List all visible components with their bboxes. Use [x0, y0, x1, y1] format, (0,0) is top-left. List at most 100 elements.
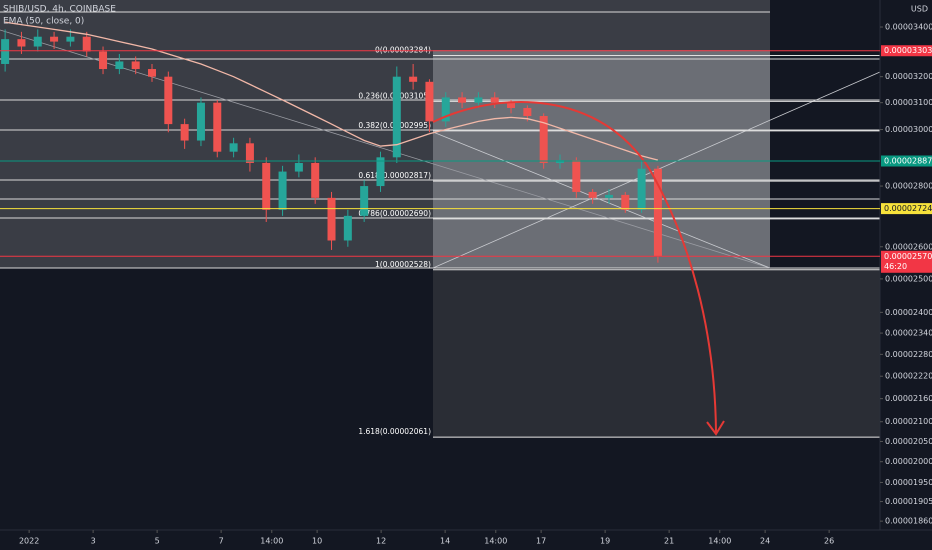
- candle-body: [392, 76, 401, 158]
- price-tag-label: 0.00003303: [884, 46, 932, 55]
- candle-body: [213, 102, 222, 152]
- price-tag: [881, 203, 932, 215]
- ema-line: [5, 21, 659, 161]
- y-tick-label: 0.00002340: [885, 329, 932, 338]
- candle-body: [490, 97, 499, 103]
- candle-body: [556, 160, 564, 163]
- candle-body: [17, 39, 26, 47]
- chart-title: SHIB/USD, 4h, COINBASE: [3, 5, 116, 15]
- candle-body: [572, 160, 581, 192]
- x-tick-label: 17: [536, 537, 546, 546]
- x-tick-label: 14:00: [708, 537, 731, 546]
- y-tick-label: 0.00003000: [885, 125, 932, 134]
- candle-body: [507, 102, 516, 108]
- price-tag-label: 0.00002724: [884, 204, 932, 213]
- price-tag: [881, 155, 932, 167]
- y-tick-label: 0.00003200: [885, 72, 932, 81]
- candle-body: [523, 107, 532, 117]
- trend-line: [432, 131, 771, 269]
- candle-body: [539, 116, 548, 163]
- y-tick-label: 0.00002100: [885, 417, 932, 426]
- candle-body: [82, 36, 91, 52]
- candle-body: [409, 76, 418, 82]
- forecast-arrow: [432, 101, 717, 433]
- candle-body: [131, 61, 140, 70]
- candle-body: [425, 81, 434, 122]
- x-tick-label: 21: [664, 537, 674, 546]
- price-axis: [880, 0, 932, 550]
- candle-body: [474, 97, 483, 103]
- x-tick-label: 2022: [19, 537, 39, 546]
- fib-label: 0.618(0.00002817): [358, 171, 431, 180]
- candle-body: [327, 197, 336, 241]
- candle-body: [196, 102, 205, 141]
- arrow-head: [706, 420, 725, 436]
- y-tick-label: 0.00001860: [885, 517, 932, 526]
- plot: 0(0.00003284)0.236(0.00003105)0.382(0.00…: [1, 21, 880, 438]
- candle-body: [1, 39, 10, 64]
- price-tag: [881, 45, 932, 57]
- x-tick-label: 14:00: [484, 537, 507, 546]
- y-tick-label: 0.00002220: [885, 372, 932, 381]
- indicator-label: EMA (50, close, 0): [3, 17, 84, 27]
- y-tick-label: 0.00002400: [885, 308, 932, 317]
- y-tick-label: 0.00002800: [885, 182, 932, 191]
- candle-body: [294, 162, 303, 172]
- candle-body: [604, 194, 613, 198]
- x-tick-label: 5: [155, 537, 160, 546]
- y-tick-label: 0.00003400: [885, 23, 932, 32]
- y-tick-label: 0.00001905: [885, 497, 932, 506]
- candle-body: [99, 51, 108, 70]
- candle-body: [229, 143, 238, 152]
- fib-label: 0(0.00003284): [375, 45, 431, 54]
- y-tick-label: 0.00002000: [885, 457, 932, 466]
- candle-body: [50, 36, 59, 42]
- candle-body: [180, 124, 189, 141]
- candle-body: [164, 76, 173, 125]
- candle-body: [115, 61, 124, 70]
- candle-body: [653, 168, 662, 257]
- candle-body: [311, 162, 320, 198]
- candle-body: [621, 194, 630, 210]
- x-tick-label: 14:00: [260, 537, 283, 546]
- x-tick-label: 12: [376, 537, 386, 546]
- x-tick-label: 26: [824, 537, 834, 546]
- candle-body: [458, 97, 467, 103]
- fib-label: 1.618(0.00002061): [358, 427, 431, 436]
- price-tag-label: 0.00002570: [884, 252, 932, 261]
- candle-body: [637, 168, 646, 210]
- candle-body: [376, 157, 385, 187]
- candle-body: [245, 143, 254, 163]
- candle-body: [33, 36, 42, 47]
- y-tick-label: 0.00002160: [885, 394, 932, 403]
- candle-body: [66, 36, 75, 42]
- y-tick-label: 0.00002600: [885, 242, 932, 251]
- price-tag-label: 0.00002887: [884, 156, 932, 165]
- y-tick-label: 0.00001950: [885, 478, 932, 487]
- candle-body: [343, 215, 352, 241]
- countdown: 46:20: [884, 262, 907, 271]
- candle-body: [262, 162, 271, 210]
- y-tick-label: 0.00003100: [885, 98, 932, 107]
- x-tick-label: 3: [91, 537, 96, 546]
- x-tick-label: 19: [600, 537, 610, 546]
- candle-body: [278, 171, 287, 210]
- y-tick-label: 0.00002500: [885, 274, 932, 283]
- candle-body: [588, 191, 597, 198]
- x-tick-label: 10: [312, 537, 322, 546]
- candle-body: [441, 97, 450, 122]
- fib-label: 1(0.00002528): [375, 260, 431, 269]
- fib-label: 0.786(0.00002690): [358, 209, 431, 218]
- x-tick-label: 24: [760, 537, 770, 546]
- x-tick-label: 7: [219, 537, 224, 546]
- candle-body: [360, 186, 369, 216]
- y-tick-label: 0.00002050: [885, 437, 932, 446]
- candle-body: [148, 69, 156, 77]
- x-tick-label: 14: [440, 537, 450, 546]
- fib-shade: [433, 50, 770, 268]
- horizontal-lines: [0, 11, 880, 269]
- y-tick-label: 0.00002280: [885, 350, 932, 359]
- price-tag: [881, 250, 932, 273]
- trend-line: [0, 29, 771, 269]
